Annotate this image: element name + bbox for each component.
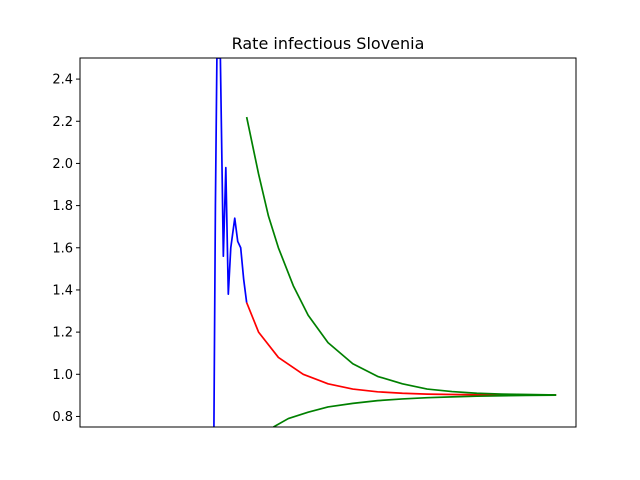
plot-background xyxy=(80,58,576,427)
y-tick-label: 1.4 xyxy=(52,283,73,298)
plot-area xyxy=(80,58,576,427)
series-line-1 xyxy=(245,302,557,396)
axes-frame xyxy=(79,57,577,428)
series-layer xyxy=(213,58,557,427)
y-tick-label: 2.0 xyxy=(52,157,73,172)
series-line-3 xyxy=(273,394,557,427)
axes: 0.8 1.0 1.2 1.4 1.6 1.8 2.0 2.2 2.4 xyxy=(52,57,577,428)
series-line-0 xyxy=(213,58,248,427)
y-tick-label: 1.8 xyxy=(52,199,73,214)
chart-title: Rate infectious Slovenia xyxy=(232,34,425,53)
y-tick-label: 2.4 xyxy=(52,73,73,88)
series-line-2 xyxy=(245,116,557,396)
y-tick-label: 1.0 xyxy=(52,368,73,383)
y-tick-label: 2.2 xyxy=(52,115,73,130)
y-tick-label: 0.8 xyxy=(52,410,73,425)
y-tick-label: 1.6 xyxy=(52,241,73,256)
y-tick-label: 1.2 xyxy=(52,326,73,341)
